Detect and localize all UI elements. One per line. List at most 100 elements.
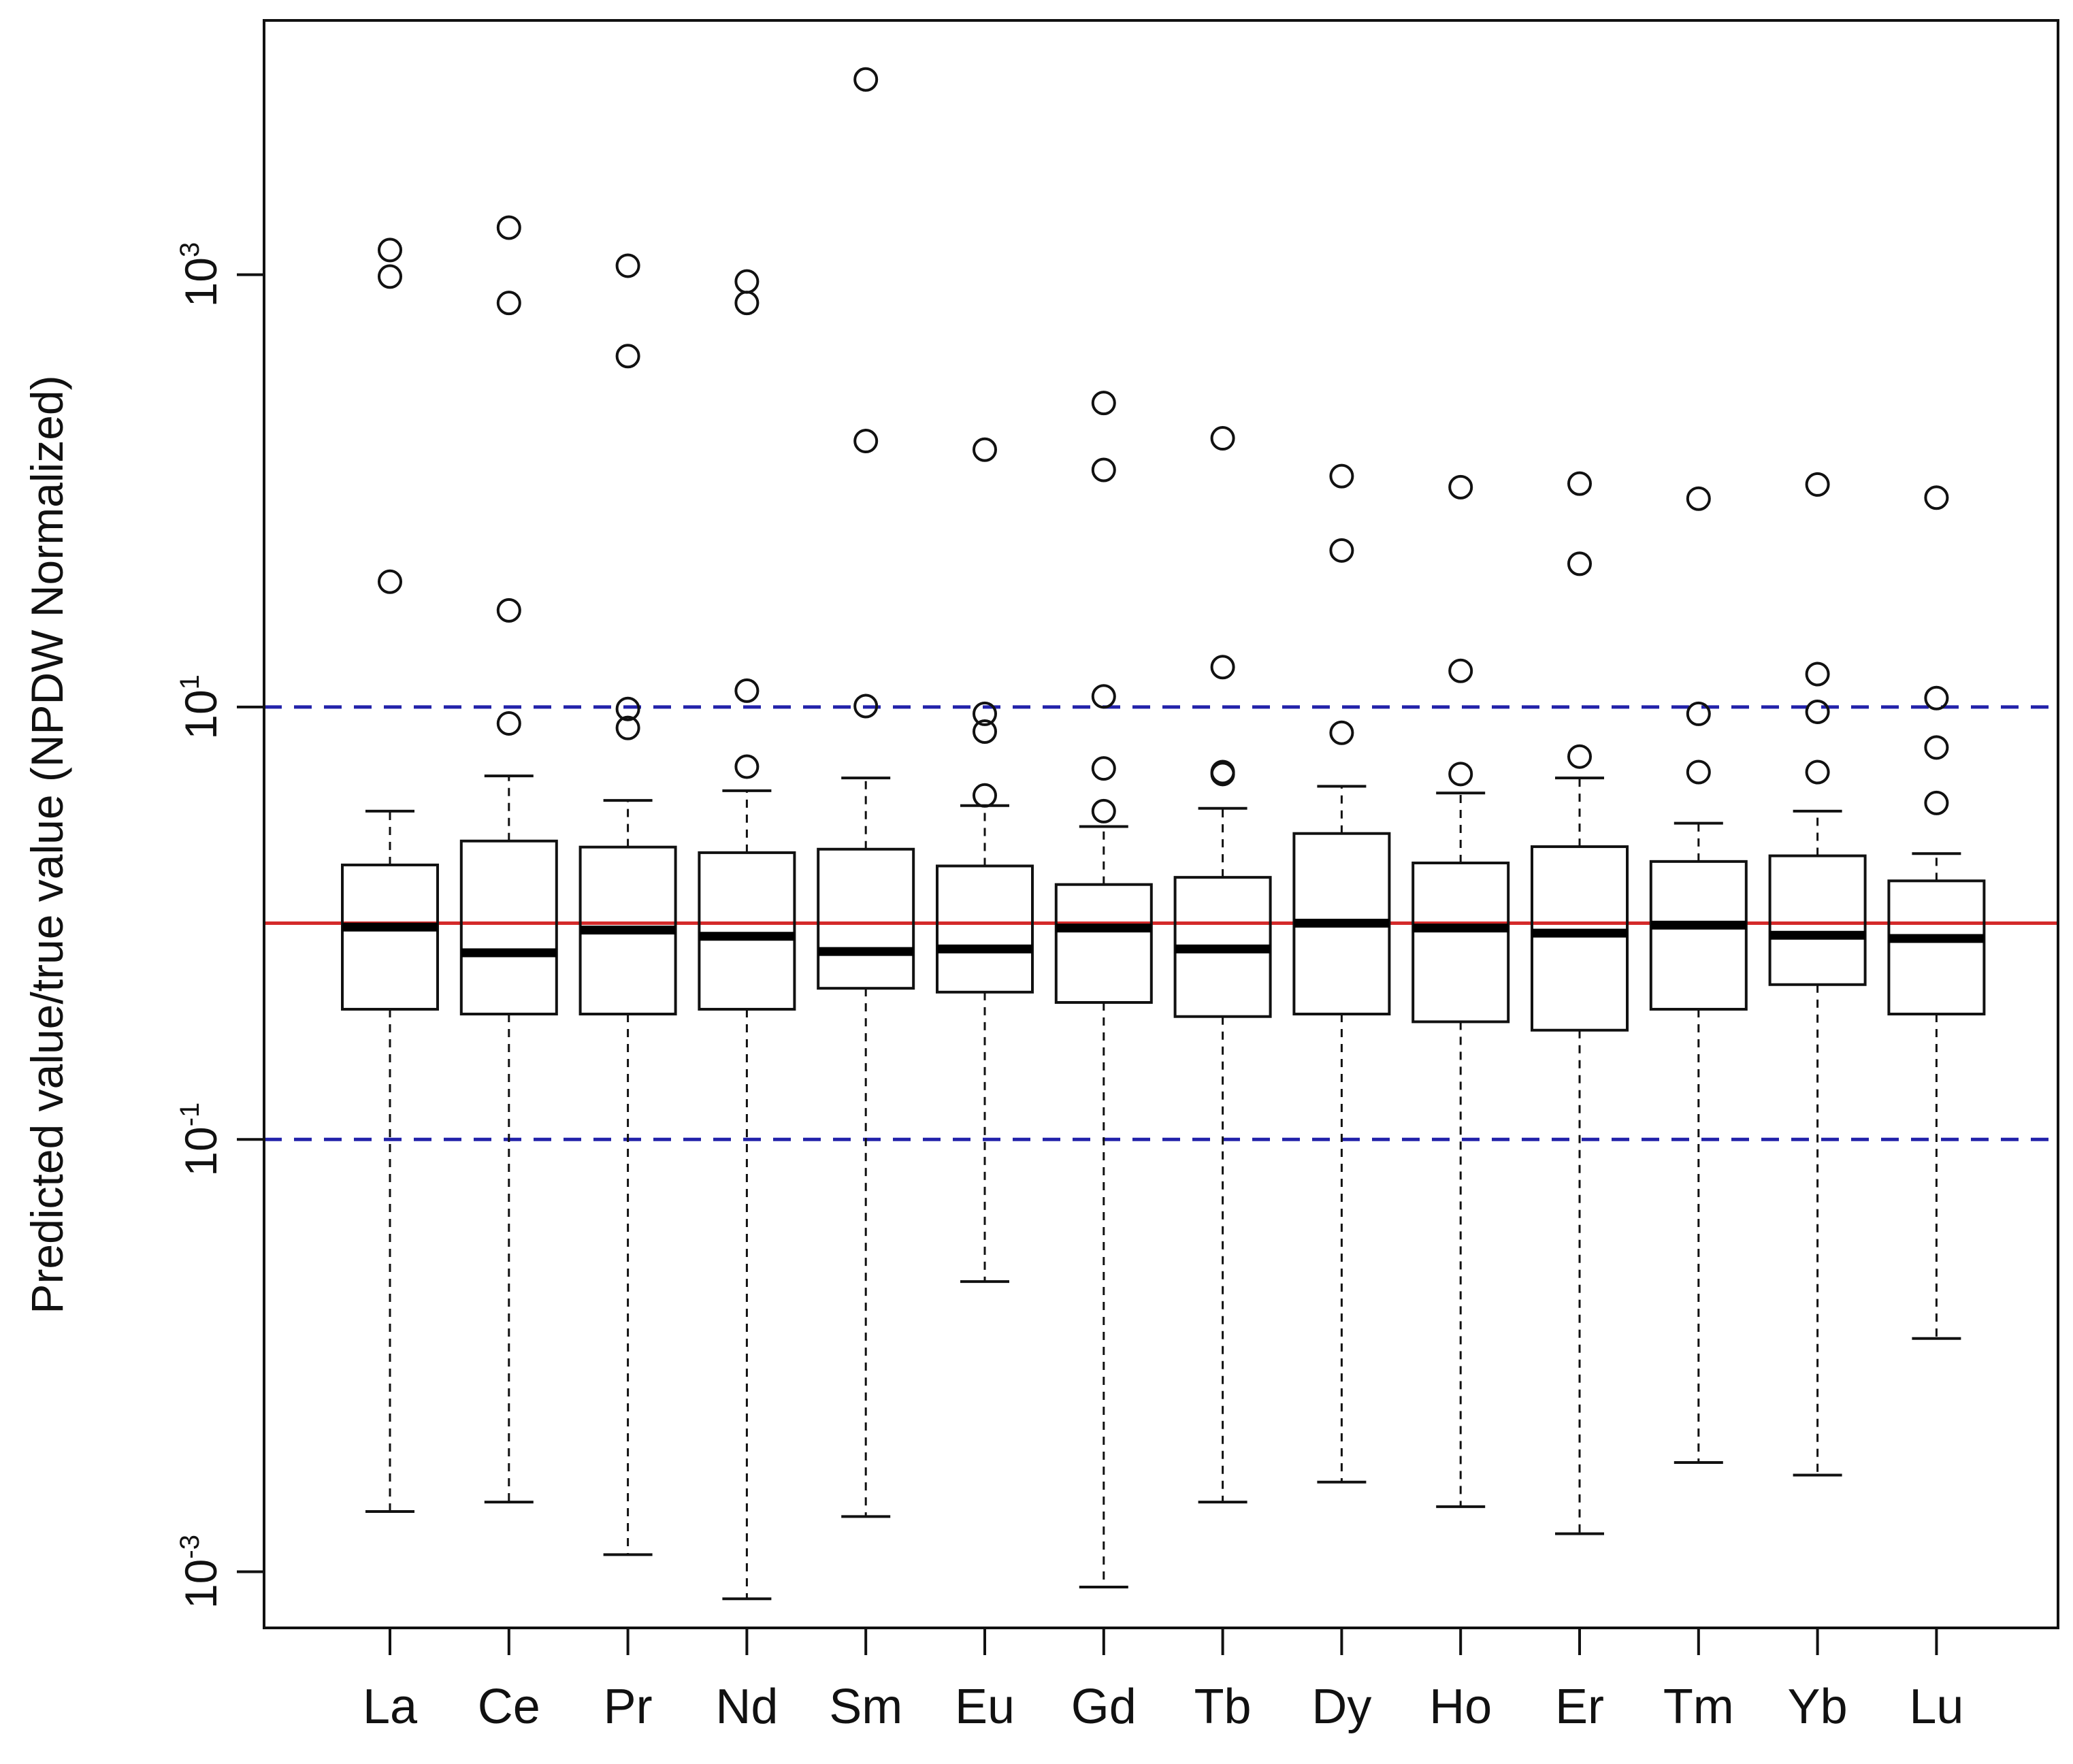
outlier-point (615, 344, 640, 369)
y-tick-label: 103 (175, 242, 226, 308)
outlier-point (973, 701, 997, 726)
box-Gd (1054, 391, 1153, 1588)
outlier-point (853, 67, 879, 92)
box-Er (1531, 471, 1629, 1535)
outlier-point (1924, 735, 1949, 760)
y-tick-label: 101 (175, 674, 226, 740)
x-tick-label: Eu (955, 1680, 1015, 1734)
outlier-point (734, 678, 760, 703)
outlier-point (1329, 463, 1354, 489)
x-tick-label: Pr (604, 1680, 653, 1734)
outlier-point (853, 693, 879, 719)
y-tick-label: 10-3 (175, 1535, 226, 1609)
outlier-point (1924, 485, 1949, 510)
y-tick-label: 10-1 (175, 1102, 226, 1177)
outlier-point (734, 754, 760, 779)
x-tick-label: Er (1555, 1680, 1604, 1734)
outlier-point (973, 437, 997, 462)
x-tick-label: Sm (829, 1680, 902, 1734)
box-Lu (1887, 485, 1986, 1340)
outlier-point (496, 598, 521, 623)
outlier-point (1091, 684, 1116, 709)
iqr-box (1054, 883, 1153, 1004)
outlier-point (378, 238, 402, 263)
outlier-point (496, 710, 521, 736)
outlier-point (1805, 662, 1830, 687)
box-Yb (1768, 472, 1867, 1477)
box-Sm (817, 67, 915, 1518)
outlier-point (1686, 760, 1711, 785)
outlier-point (1091, 457, 1116, 483)
iqr-box (1411, 862, 1510, 1024)
box-Dy (1292, 463, 1391, 1484)
outlier-point (973, 783, 997, 808)
y-axis: 10-3 10-1 101 103 (175, 242, 264, 1609)
outlier-point (1448, 762, 1473, 787)
box-La (341, 238, 439, 1513)
iqr-box (459, 839, 558, 1016)
box-Tb (1173, 426, 1272, 1504)
x-tick-label: Ho (1429, 1680, 1492, 1734)
outlier-point (1567, 471, 1592, 496)
outlier-point (1448, 658, 1473, 683)
outlier-point (1805, 760, 1830, 785)
outlier-point (378, 569, 402, 594)
outlier-point (1329, 538, 1354, 563)
outlier-point (1210, 762, 1235, 787)
outlier-point (1924, 685, 1949, 710)
outlier-point (615, 715, 640, 740)
outlier-point (1805, 472, 1830, 497)
x-tick-label: Ce (478, 1680, 540, 1734)
reference-lines (264, 705, 2058, 1141)
outlier-point (1805, 699, 1830, 724)
iqr-box (1649, 860, 1748, 1011)
outlier-point (1329, 720, 1354, 745)
outlier-point (1567, 551, 1592, 576)
box-Eu (936, 437, 1034, 1284)
outlier-point (1091, 391, 1116, 416)
x-tick-label: Gd (1071, 1680, 1137, 1734)
outlier-point (853, 429, 879, 454)
iqr-box (817, 847, 915, 990)
box-Tm (1649, 486, 1748, 1465)
x-tick-label: La (363, 1680, 418, 1734)
x-tick-label: Yb (1788, 1680, 1848, 1734)
outlier-point (615, 696, 640, 721)
outlier-point (1686, 486, 1711, 511)
outlier-point (496, 291, 521, 316)
box-Ce (459, 215, 558, 1504)
outlier-point (1091, 756, 1116, 781)
outlier-point (1686, 701, 1711, 726)
iqr-box (1887, 879, 1986, 1016)
x-tick-label: Nd (715, 1680, 778, 1734)
iqr-box (341, 863, 439, 1011)
outlier-point (1210, 426, 1235, 451)
outlier-point (496, 215, 521, 240)
outlier-point (973, 719, 997, 744)
x-tick-label: Lu (1909, 1680, 1963, 1734)
outlier-point (1091, 798, 1116, 823)
y-axis-title: Predicted value/true value (NPDW Normali… (22, 375, 72, 1313)
x-tick-label: Dy (1311, 1680, 1371, 1734)
iqr-box (1768, 854, 1867, 986)
x-axis: La Ce Pr Nd Sm Eu Gd Tb Dy Ho Er Tm Yb Lu (363, 1628, 1963, 1734)
box-Pr (578, 253, 677, 1556)
iqr-box (698, 851, 796, 1011)
plot-frame (263, 19, 2059, 1629)
outlier-point (1210, 655, 1235, 680)
iqr-box (936, 864, 1034, 994)
outlier-point (1567, 744, 1592, 769)
outlier-point (734, 291, 760, 316)
x-tick-label: Tm (1663, 1680, 1734, 1734)
x-tick-label: Tb (1194, 1680, 1252, 1734)
outlier-point (378, 264, 402, 289)
box-Nd (698, 269, 796, 1601)
iqr-box (1531, 845, 1629, 1032)
outlier-point (1924, 790, 1949, 815)
outlier-point (1448, 474, 1473, 500)
box-series (341, 67, 1986, 1601)
outlier-point (615, 253, 640, 278)
box-Ho (1411, 474, 1510, 1508)
